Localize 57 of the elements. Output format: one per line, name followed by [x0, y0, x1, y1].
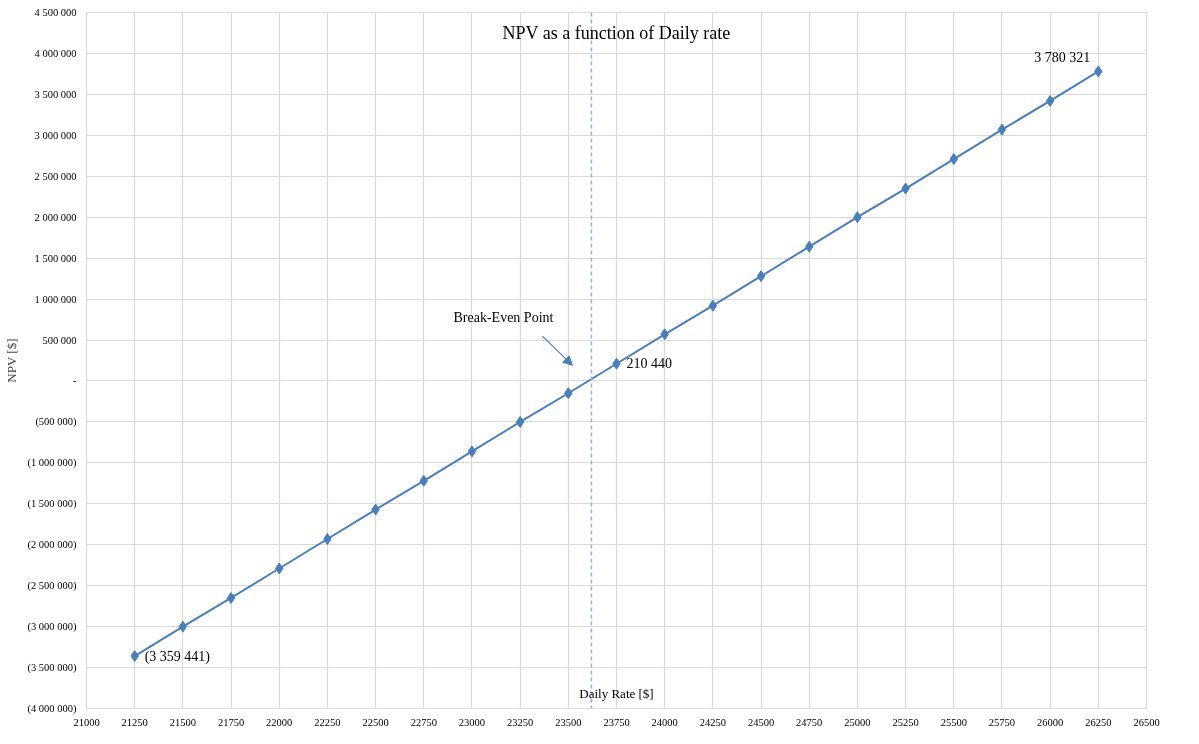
- x-tick-label: 23750: [603, 716, 630, 728]
- x-tick-label: 25750: [988, 716, 1016, 728]
- y-tick-label: (2 500 000): [27, 580, 77, 593]
- x-tick-label: 24250: [699, 716, 726, 728]
- point: [515, 415, 525, 428]
- y-tick-label: 1 500 000: [34, 252, 77, 264]
- x-tick-label: 21750: [217, 716, 245, 728]
- point: [997, 123, 1007, 136]
- x-tick-label: 23000: [458, 716, 486, 728]
- point: [178, 620, 188, 633]
- x-tick-label: 23500: [555, 716, 582, 728]
- x-tick-label: 21250: [121, 716, 148, 728]
- x-axis-title: Daily Rate [$]: [579, 685, 654, 701]
- y-tick-label: 4 000 000: [34, 47, 77, 59]
- y-tick-label: 2 500 000: [34, 170, 77, 182]
- point: [323, 533, 332, 545]
- x-tick-label: 22750: [410, 716, 437, 728]
- y-tick-label: (1 500 000): [27, 498, 77, 511]
- x-tick-label: 26000: [1037, 716, 1064, 728]
- y-tick-label: -: [73, 375, 77, 387]
- point: [708, 299, 718, 312]
- x-tick-label: 25000: [844, 716, 871, 728]
- x-tick-label: 24000: [651, 716, 678, 728]
- y-tick-label: (1 000 000): [27, 457, 77, 470]
- x-tick-label: 21500: [169, 716, 196, 728]
- x-tick-label: 25500: [940, 716, 967, 728]
- x-tick-label: 23250: [507, 716, 534, 728]
- x-tick-label: 22250: [314, 716, 341, 728]
- y-tick-label: (500 000): [35, 416, 77, 429]
- y-tick-label: (2 000 000): [27, 539, 77, 552]
- y-tick-label: 4 500 000: [34, 7, 77, 18]
- data-label: 210 440: [626, 356, 672, 372]
- x-tick-label: 21000: [73, 716, 100, 728]
- y-tick-label: 1 000 000: [34, 293, 77, 305]
- y-tick-label: 3 000 000: [34, 129, 77, 141]
- y-tick-label: 3 500 000: [34, 88, 77, 100]
- y-tick-label: 2 000 000: [34, 211, 77, 223]
- x-tick-label: 22500: [362, 716, 389, 728]
- data-label: (3 359 441): [144, 648, 211, 665]
- x-tick-label: 22000: [266, 716, 293, 728]
- x-tick-label: 24750: [796, 716, 823, 728]
- x-tick-label: 26250: [1085, 716, 1112, 728]
- x-tick-label: 25250: [892, 716, 919, 728]
- point: [467, 445, 477, 458]
- ref-line-label: Break-Even Point: [453, 309, 554, 325]
- y-tick-label: (3 500 000): [27, 662, 77, 675]
- point: [226, 591, 236, 604]
- y-tick-label: 500 000: [42, 334, 77, 346]
- y-tick-label: (4 000 000): [27, 703, 77, 715]
- y-axis-title: NPV [$]: [3, 338, 19, 383]
- text: NPV as a function of Daily rate: [502, 22, 731, 43]
- x-tick-label: 24500: [747, 716, 775, 728]
- point: [756, 270, 766, 283]
- data-label: 3 780 321: [1034, 49, 1091, 65]
- point: [1045, 94, 1055, 107]
- x-tick-label: 26500: [1133, 716, 1160, 728]
- y-tick-label: (3 000 000): [27, 621, 77, 634]
